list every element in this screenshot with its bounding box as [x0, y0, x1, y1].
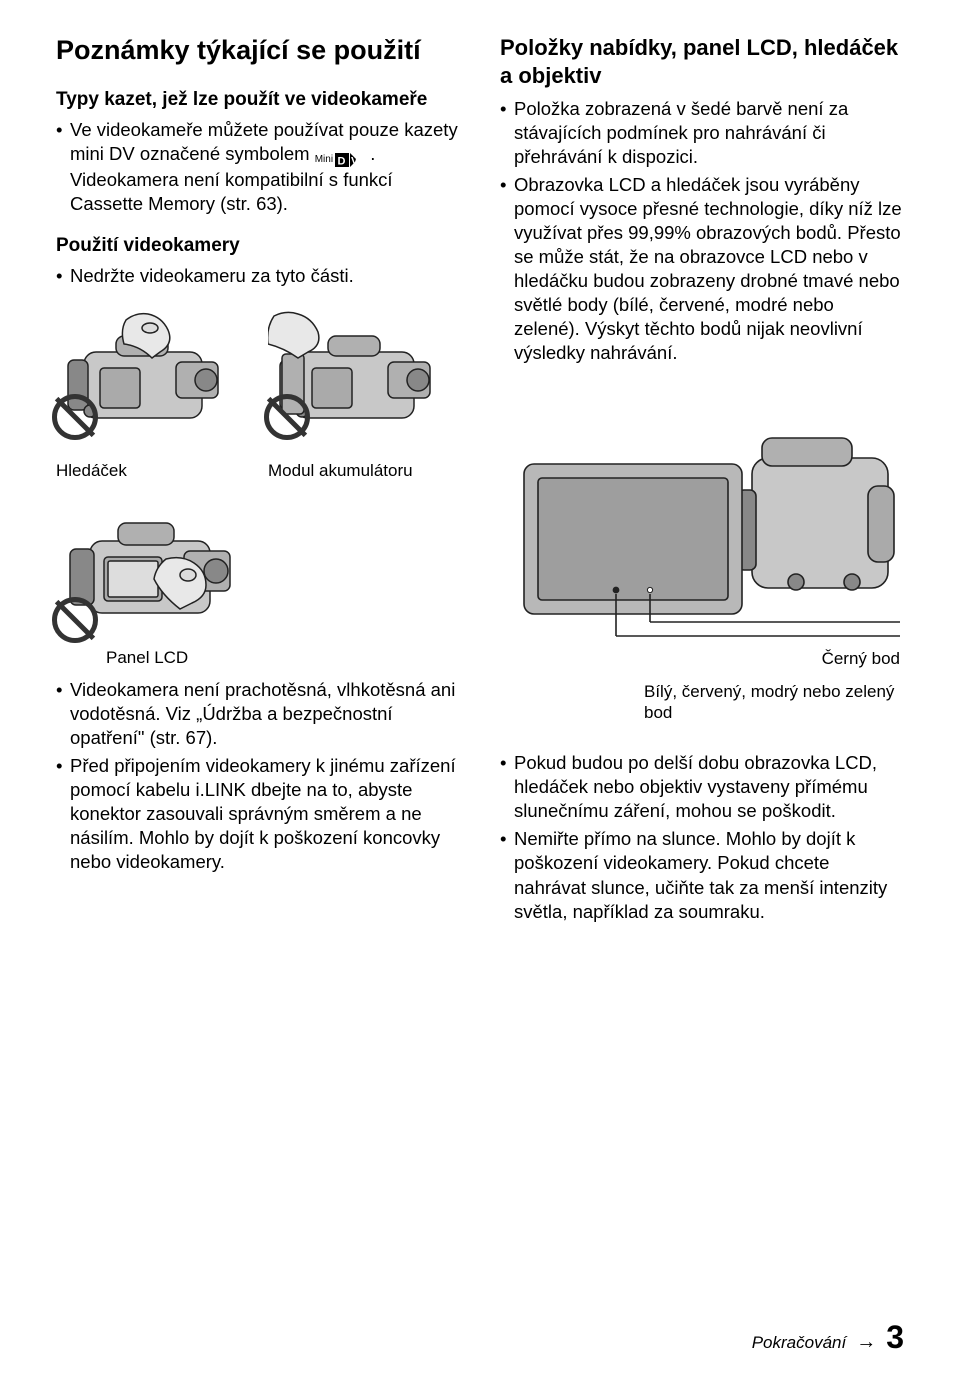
bullet-tape-types: Ve videokameře můžete používat pouze kaz… [56, 118, 460, 216]
bullet-do-not-aim-sun: Nemiřte přímo na slunce. Mohlo by dojít … [500, 827, 904, 923]
page-title: Poznámky týkající se použití [56, 34, 460, 66]
prohibition-icon [264, 394, 310, 440]
bullet-do-not-hold: Nedržte videokameru za tyto části. [56, 264, 460, 288]
section-heading-usage: Použití videokamery [56, 234, 460, 258]
bullet-lcd-tech: Obrazovka LCD a hledáček jsou vyráběny p… [500, 173, 904, 365]
label-black-dot: Černý bod [500, 648, 900, 669]
prohibition-icon [52, 394, 98, 440]
label-color-dot: Bílý, červený, modrý nebo zelený bod [644, 681, 900, 724]
svg-text:V: V [351, 155, 359, 167]
svg-text:D: D [338, 155, 346, 167]
caption-lcd: Panel LCD [106, 648, 460, 668]
bullet-ilink-connector: Před připojením videokamery k jinému zař… [56, 754, 460, 874]
caption-viewfinder: Hledáček [56, 461, 248, 481]
section-heading-tape-types: Typy kazet, jež lze použít ve videokameř… [56, 88, 460, 112]
bullet-not-sealed: Videokamera není prachotěsná, vlhkotěsná… [56, 678, 460, 750]
page-number: 3 [886, 1319, 904, 1356]
bullet-sunlight-damage: Pokud budou po delší dobu obrazovka LCD,… [500, 751, 904, 823]
mini-dv-icon: Mini D V [315, 152, 365, 168]
illustration-lcd-panel [56, 489, 256, 639]
page-footer: Pokračování → 3 [752, 1319, 904, 1356]
continuation-text: Pokračování [752, 1333, 847, 1353]
illustration-viewfinder [56, 306, 236, 436]
illustration-camcorder-open-lcd [500, 410, 904, 650]
continuation-arrow-icon: → [856, 1331, 876, 1354]
caption-battery: Modul akumulátoru [268, 461, 460, 481]
illustration-battery [268, 306, 448, 436]
bullet-grey-items: Položka zobrazená v šedé barvě není za s… [500, 97, 904, 169]
bullet-text-1a: Ve videokameře můžete používat pouze kaz… [70, 119, 458, 164]
section-heading-menu-lcd: Položky nabídky, panel LCD, hledáček a o… [500, 34, 904, 89]
prohibition-icon [52, 597, 98, 643]
